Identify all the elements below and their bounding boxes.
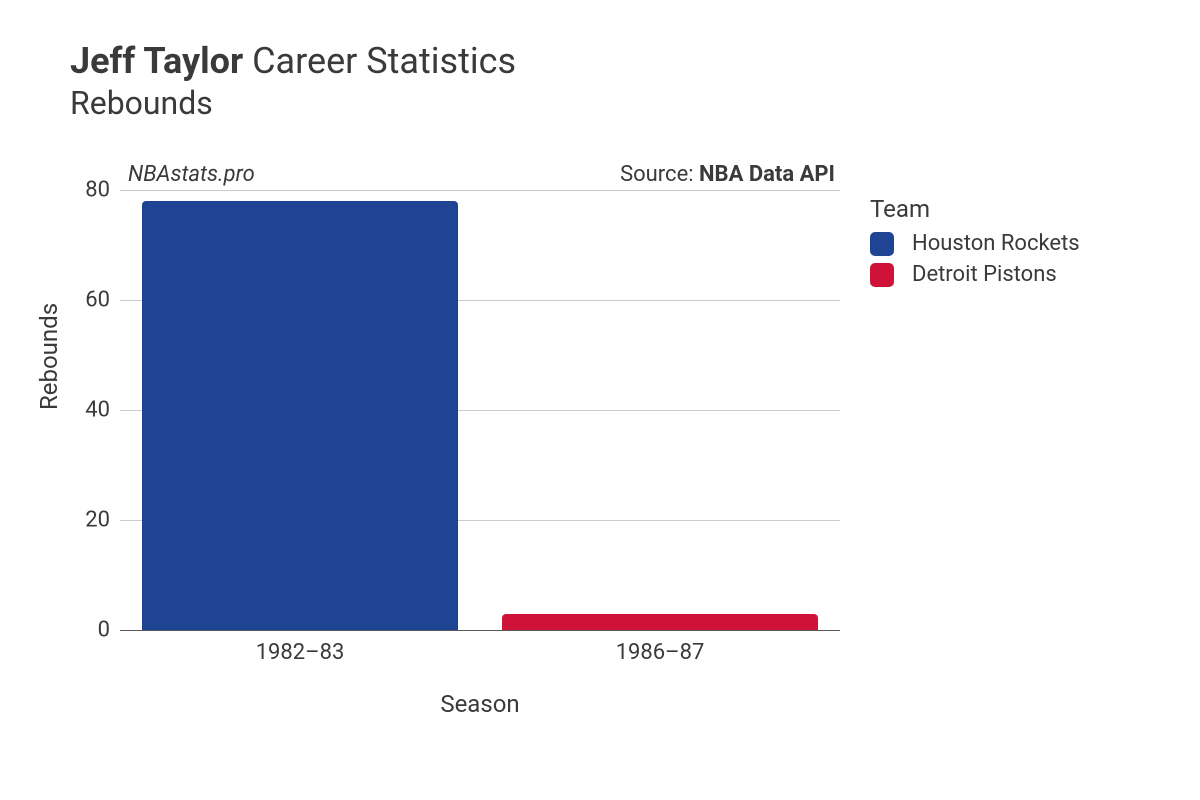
gridline [120, 190, 840, 191]
source-prefix: Source: [620, 162, 699, 187]
x-tick-label: 1986–87 [616, 640, 705, 665]
y-tick-label: 0 [60, 618, 110, 643]
y-tick-label: 60 [60, 288, 110, 313]
watermark: NBAstats.pro [128, 162, 255, 187]
plot-area: 0204060801982–831986–87 [120, 190, 840, 630]
legend-item: Houston Rockets [870, 231, 1080, 256]
y-tick-label: 40 [60, 398, 110, 423]
legend: Team Houston Rockets Detroit Pistons [870, 195, 1080, 293]
legend-label: Houston Rockets [912, 231, 1080, 256]
legend-label: Detroit Pistons [912, 262, 1057, 287]
chart-subtitle: Rebounds [70, 84, 516, 122]
baseline [120, 630, 840, 631]
legend-item: Detroit Pistons [870, 262, 1080, 287]
title-suffix: Career Statistics [252, 40, 516, 82]
y-axis-label: Rebounds [35, 303, 63, 410]
chart-title-block: Jeff Taylor Career Statistics Rebounds [70, 40, 516, 122]
y-tick-label: 20 [60, 508, 110, 533]
legend-swatch [870, 232, 894, 256]
y-tick-label: 80 [60, 178, 110, 203]
x-axis-label: Season [440, 690, 519, 718]
player-name: Jeff Taylor [70, 40, 243, 82]
source-attribution: Source: NBA Data API [620, 162, 835, 187]
bar [142, 201, 459, 630]
source-name: NBA Data API [699, 162, 835, 187]
x-tick-label: 1982–83 [256, 640, 345, 665]
bar [502, 614, 819, 631]
legend-swatch [870, 263, 894, 287]
chart-title: Jeff Taylor Career Statistics [70, 40, 516, 82]
legend-title: Team [870, 195, 1080, 223]
